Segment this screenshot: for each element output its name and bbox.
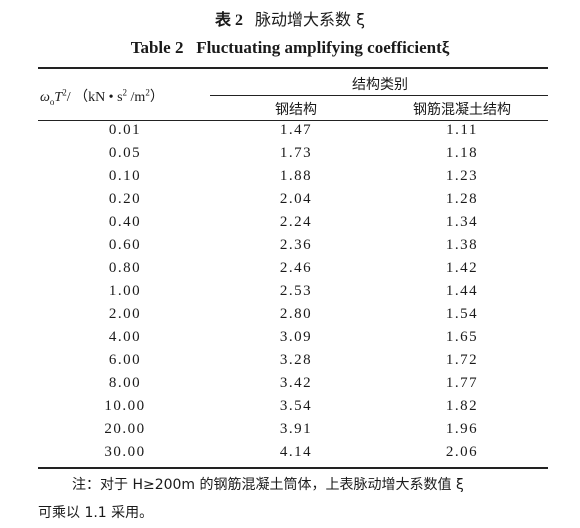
h-sub: o	[49, 96, 55, 107]
table-cell: 2.80	[279, 306, 313, 322]
title-cn: 表 2 脉动增大系数 ξ	[215, 6, 365, 30]
table-cell: 0.80	[108, 260, 142, 276]
table-cell: 10.00	[104, 398, 146, 414]
table-cell: 0.20	[108, 191, 142, 207]
header-col2: 钢结构	[275, 102, 317, 118]
title-en-number: Table 2	[130, 38, 184, 57]
table-cell: 1.54	[445, 306, 479, 322]
h-sup: 2	[62, 87, 67, 98]
table-cell: 2.06	[445, 444, 479, 460]
table-cell: 1.38	[445, 237, 479, 253]
title-cn-number: 表 2	[214, 12, 243, 29]
table-cell: 0.60	[108, 237, 142, 253]
table-cell: 1.44	[445, 283, 479, 299]
table-cell: 20.00	[104, 421, 146, 437]
table-cell: 1.96	[445, 421, 479, 437]
h-unit2: /m	[127, 90, 146, 105]
table-cell: 1.42	[445, 260, 479, 276]
table-cell: 2.46	[279, 260, 313, 276]
table-cell: 0.01	[108, 122, 142, 138]
table-cell: 1.18	[445, 145, 479, 161]
h-sup2: 2	[122, 87, 128, 98]
header-rule	[38, 120, 548, 121]
table-cell: 1.88	[279, 168, 313, 184]
table-cell: 1.11	[446, 122, 478, 138]
table-cell: 3.91	[279, 421, 313, 437]
table-cell: 1.72	[445, 352, 479, 368]
table-cell: 2.36	[279, 237, 313, 253]
note-line: 可乘以 1.1 采用。	[38, 505, 154, 521]
header-col1: ωoT2/ （kN • s2 /m2）	[40, 86, 164, 107]
table-cell: 2.53	[279, 283, 313, 299]
table-cell: 3.28	[279, 352, 313, 368]
table-cell: 2.00	[108, 306, 142, 322]
top-rule	[38, 67, 548, 69]
group-rule	[210, 95, 548, 96]
h-unit: / （kN • s	[66, 90, 123, 105]
h-t: T	[54, 90, 63, 105]
table-cell: 0.40	[108, 214, 142, 230]
note-line: 注：对于 H≥200m 的钢筋混凝土筒体，上表脉动增大系数值 ξ	[72, 477, 464, 493]
table-cell: 1.34	[445, 214, 479, 230]
table-cell: 30.00	[104, 444, 146, 460]
title-en: Table 2 Fluctuating amplifying coefficie…	[131, 38, 450, 58]
table-cell: 2.04	[279, 191, 313, 207]
table-cell: 1.47	[279, 122, 313, 138]
table-cell: 3.54	[279, 398, 313, 414]
table-cell: 1.73	[279, 145, 313, 161]
h-unit3: ）	[149, 90, 164, 105]
table-cell: 6.00	[108, 352, 142, 368]
table-cell: 4.14	[279, 444, 313, 460]
table-cell: 1.77	[445, 375, 479, 391]
table-cell: 1.23	[445, 168, 479, 184]
table-cell: 4.00	[108, 329, 142, 345]
title-cn-text: 脉动增大系数 ξ	[255, 10, 366, 29]
table-cell: 1.65	[445, 329, 479, 345]
table-cell: 1.28	[445, 191, 479, 207]
header-col3: 钢筋混凝土结构	[413, 102, 511, 118]
table-cell: 3.42	[279, 375, 313, 391]
table-cell: 2.24	[279, 214, 313, 230]
bottom-rule	[38, 467, 548, 469]
h-sup3: 2	[145, 87, 150, 98]
table-cell: 0.05	[108, 145, 142, 161]
table-cell: 3.09	[279, 329, 313, 345]
header-group: 结构类别	[352, 77, 408, 93]
table-cell: 1.00	[108, 283, 142, 299]
title-en-text: Fluctuating amplifying coefficientξ	[196, 38, 450, 57]
table-cell: 0.10	[108, 168, 142, 184]
table-cell: 1.82	[445, 398, 479, 414]
table-cell: 8.00	[108, 375, 142, 391]
h-omega: ω	[40, 90, 50, 105]
